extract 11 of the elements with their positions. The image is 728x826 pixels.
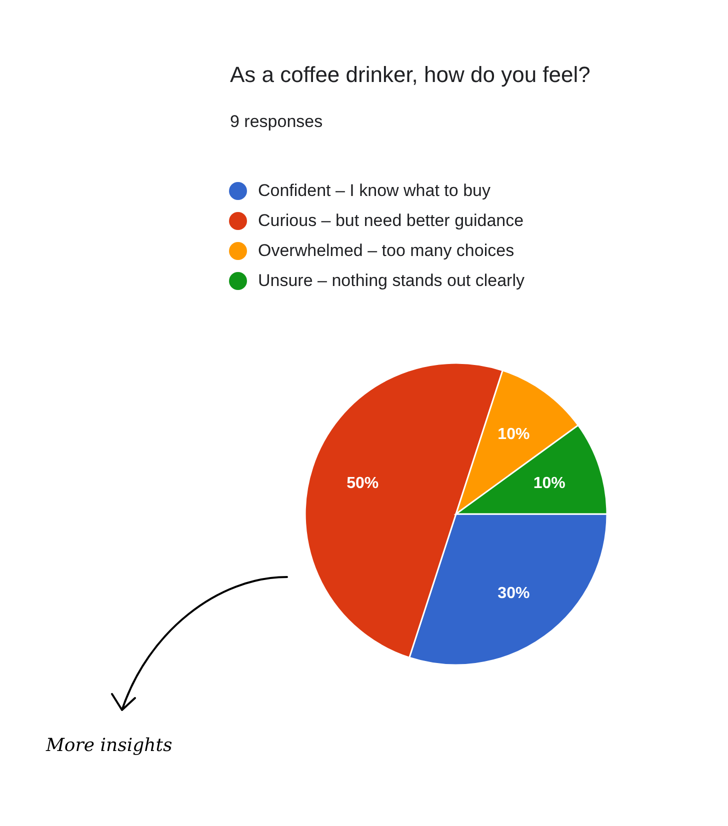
chart-title: As a coffee drinker, how do you feel? bbox=[230, 62, 590, 88]
data-label: 50% bbox=[346, 475, 379, 492]
legend-label: Confident – I know what to buy bbox=[258, 181, 490, 201]
chart-subtitle: 9 responses bbox=[230, 112, 323, 132]
data-label: 10% bbox=[533, 475, 566, 492]
text: More insights bbox=[46, 735, 172, 756]
legend-label: Overwhelmed – too many choices bbox=[258, 241, 514, 261]
legend-label: Unsure – nothing stands out clearly bbox=[258, 271, 524, 291]
legend-label: Curious – but need better guidance bbox=[258, 211, 524, 231]
data-label: 30% bbox=[498, 584, 530, 602]
data-label: 10% bbox=[498, 426, 530, 444]
